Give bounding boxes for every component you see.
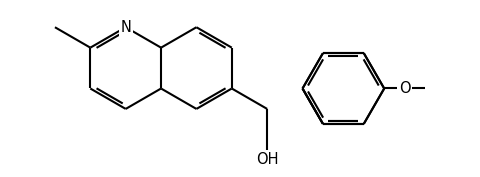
Text: O: O	[399, 81, 410, 96]
Text: OH: OH	[256, 152, 278, 167]
Text: N: N	[120, 20, 131, 35]
